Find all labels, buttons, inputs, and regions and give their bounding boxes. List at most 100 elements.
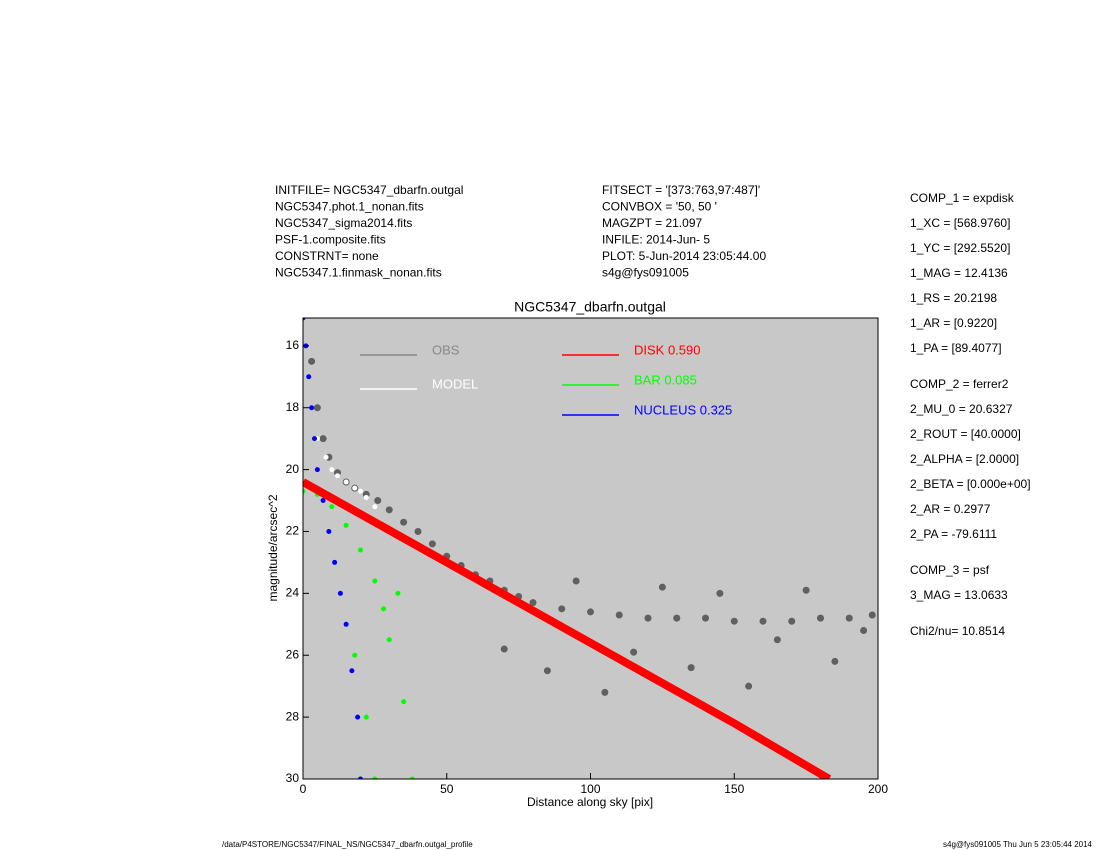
param-line: 2_ROUT = [40.0000]: [910, 427, 1021, 441]
data-point: [343, 522, 349, 528]
header-middle-line: MAGZPT = 21.097: [602, 216, 702, 230]
data-point: [329, 467, 335, 473]
data-point: [773, 636, 781, 644]
data-point: [845, 614, 853, 622]
data-point: [303, 488, 306, 494]
data-point: [802, 586, 810, 594]
data-point: [374, 497, 382, 505]
data-point: [319, 435, 327, 443]
data-point: [601, 688, 609, 696]
header-middle-line: s4g@fys091005: [602, 266, 689, 280]
data-point: [868, 611, 876, 619]
header-left-line: NGC5347.phot.1_nonan.fits: [275, 200, 424, 214]
header-left-line: NGC5347_sigma2014.fits: [275, 216, 412, 230]
header-middle-line: INFILE: 2014-Jun- 5: [602, 233, 710, 247]
y-tick-label: 30: [286, 771, 300, 785]
header-left-line: CONSTRNT= none: [275, 249, 379, 263]
data-point: [372, 578, 378, 584]
data-point: [326, 528, 332, 534]
data-point: [630, 648, 638, 656]
data-point: [358, 776, 363, 779]
data-point: [788, 617, 796, 625]
x-tick-label: 200: [868, 782, 888, 796]
y-tick-label: 26: [286, 647, 300, 661]
chart-title: NGC5347_dbarfn.outgal: [514, 299, 666, 315]
legend-label: DISK 0.590: [634, 342, 701, 357]
data-point: [386, 637, 392, 643]
param-line: COMP_2 = ferrer2: [910, 377, 1009, 391]
data-point: [831, 657, 839, 665]
data-point: [381, 606, 386, 612]
legend-label: NUCLEUS 0.325: [634, 402, 732, 417]
data-point: [558, 605, 566, 613]
data-point: [358, 547, 363, 553]
data-point: [529, 599, 537, 607]
legend-label: BAR 0.085: [634, 372, 697, 387]
param-line: 1_XC = [568.9760]: [910, 216, 1010, 230]
x-axis-label: Distance along sky [pix]: [527, 795, 653, 809]
param-line: Chi2/nu= 10.8514: [910, 624, 1005, 638]
data-point: [644, 614, 652, 622]
param-line: COMP_1 = expdisk: [910, 191, 1015, 205]
data-point: [337, 590, 343, 596]
y-tick-label: 16: [286, 338, 300, 352]
data-point: [817, 614, 824, 622]
header-middle-line: FITSECT = '[373:763,97:487]': [602, 183, 760, 197]
header-middle-line: CONVBOX = '50, 50 ': [602, 200, 717, 214]
header-left-line: INITFILE= NGC5347_dbarfn.outgal: [275, 183, 463, 197]
param-line: 2_PA = -79.6111: [910, 527, 997, 541]
data-point: [363, 714, 369, 720]
data-point: [323, 454, 329, 460]
series-line: [303, 478, 832, 779]
data-point: [352, 652, 358, 658]
param-line: 3_MAG = 13.0633: [910, 588, 1008, 602]
data-point: [716, 589, 724, 597]
data-point: [658, 583, 666, 591]
data-point: [587, 608, 594, 616]
x-tick-label: 0: [300, 782, 307, 796]
data-point: [428, 540, 436, 548]
data-point: [306, 374, 312, 380]
data-point: [363, 494, 369, 500]
param-line: 2_AR = 0.2977: [910, 502, 991, 516]
data-point: [309, 405, 315, 411]
data-point: [308, 357, 316, 365]
data-point: [352, 485, 358, 491]
legend-label: OBS: [432, 342, 460, 357]
param-line: 1_MAG = 12.4136: [910, 266, 1008, 280]
param-line: COMP_3 = psf: [910, 563, 990, 577]
param-line: 2_MU_0 = 20.6327: [910, 402, 1013, 416]
data-point: [543, 667, 551, 675]
legend-label: MODEL: [432, 376, 478, 391]
param-line: 1_RS = 20.2198: [910, 291, 997, 305]
header-left-line: PSF-1.composite.fits: [275, 233, 386, 247]
y-tick-label: 18: [286, 400, 300, 414]
param-line: 2_ALPHA = [2.0000]: [910, 452, 1019, 466]
header-left-line: NGC5347.1.finmask_nonan.fits: [275, 266, 442, 280]
data-point: [372, 776, 378, 779]
data-point: [372, 504, 378, 510]
data-point: [730, 617, 738, 625]
footer-right: s4g@fys091005 Thu Jun 5 23:05:44 2014: [943, 840, 1093, 849]
y-tick-label: 22: [286, 524, 300, 538]
data-point: [395, 590, 401, 596]
data-point: [314, 467, 320, 473]
data-point: [358, 488, 363, 494]
plot-background: [303, 318, 878, 779]
header-middle-line: PLOT: 5-Jun-2014 23:05:44.00: [602, 249, 766, 263]
data-point: [400, 518, 408, 526]
y-axis-label: magnitude/arcsec^2: [266, 494, 280, 601]
data-point: [615, 611, 623, 619]
data-point: [329, 504, 335, 510]
data-point: [500, 645, 508, 653]
data-point: [401, 699, 407, 705]
data-point: [303, 318, 306, 321]
data-point: [355, 714, 361, 720]
data-point: [687, 664, 695, 672]
data-point: [320, 498, 326, 504]
data-point: [313, 404, 321, 412]
data-point: [335, 473, 340, 479]
x-tick-label: 100: [580, 782, 600, 796]
